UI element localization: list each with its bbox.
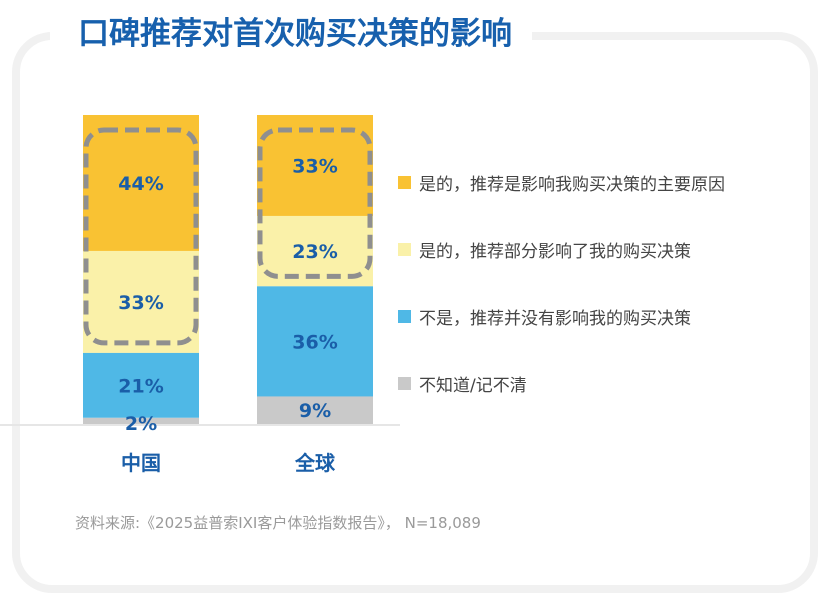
page-title: 口碑推荐对首次购买决策的影响 (50, 8, 532, 53)
legend-item: 不知道/记不清 (398, 371, 527, 396)
legend-item: 不是，推荐并没有影响我的购买决策 (398, 304, 691, 329)
category-label: 中国 (121, 451, 161, 475)
legend-swatch (398, 243, 411, 256)
legend-label: 是的，推荐是影响我购买决策的主要原因 (419, 175, 725, 195)
data-label: 33% (118, 292, 163, 314)
legend-label: 不知道/记不清 (419, 376, 527, 396)
bar-segment (257, 396, 373, 424)
data-label: 9% (299, 400, 331, 422)
highlight-box (257, 127, 373, 279)
data-label: 33% (292, 155, 337, 177)
legend-label: 是的，推荐部分影响了我的购买决策 (419, 242, 691, 262)
legend-swatch (398, 310, 411, 323)
source-note: 资料来源:《2025益普索IXI客户体验指数报告》， N=18,089 (75, 514, 481, 532)
bar-segment (83, 417, 199, 424)
legend-item: 是的，推荐部分影响了我的购买决策 (398, 237, 691, 262)
data-label: 21% (118, 375, 163, 397)
data-label: 2% (125, 413, 157, 435)
legend-swatch (398, 377, 411, 390)
data-label: 36% (292, 331, 337, 353)
bar-segment (83, 250, 199, 353)
category-label: 全球 (294, 451, 336, 475)
legend-item: 是的，推荐是影响我购买决策的主要原因 (398, 170, 725, 195)
bar-segment (257, 286, 373, 397)
legend-label: 不是，推荐并没有影响我的购买决策 (419, 309, 691, 329)
highlight-box (83, 127, 199, 346)
data-label: 44% (118, 173, 163, 195)
legend-swatch (398, 176, 411, 189)
data-label: 23% (292, 241, 337, 263)
bar-segment (83, 352, 199, 418)
bar-segment (83, 115, 199, 251)
